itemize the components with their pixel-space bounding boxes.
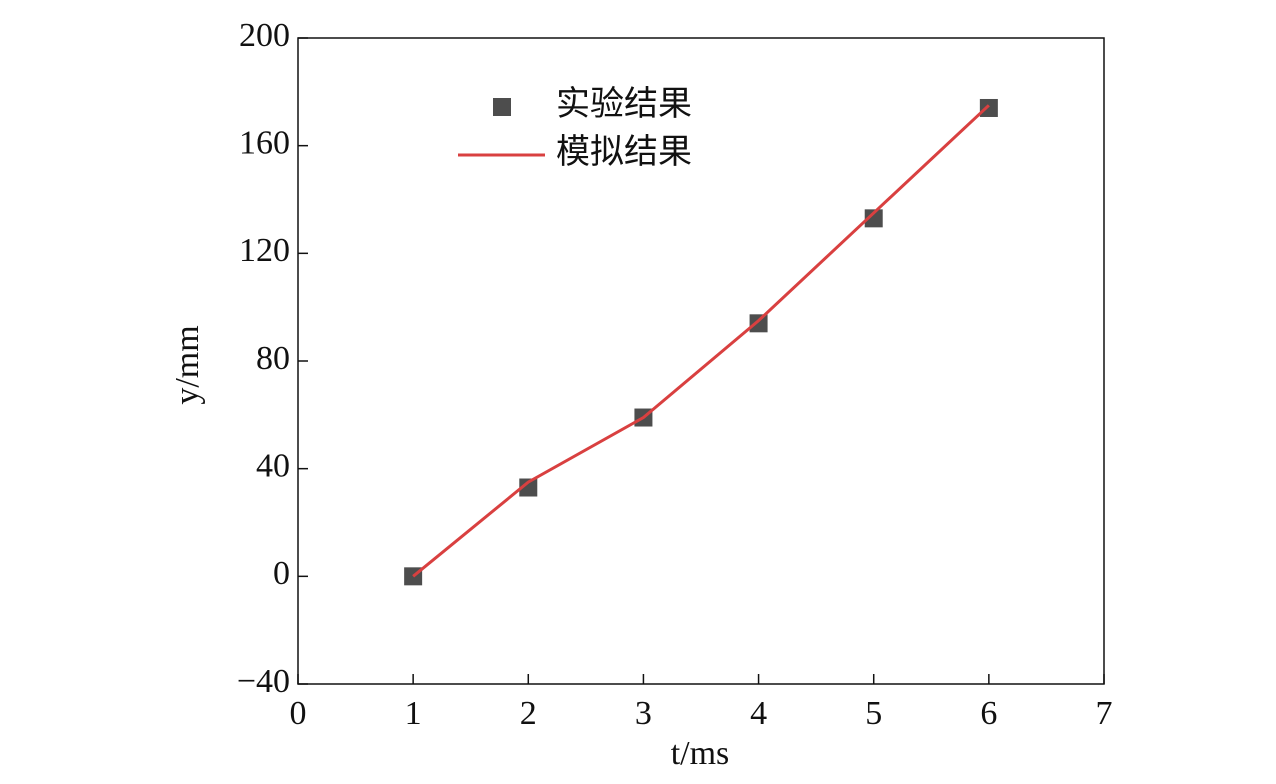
x-tick-label: 1 — [405, 695, 422, 732]
data-point — [864, 209, 883, 228]
data-line — [412, 104, 990, 578]
y-tick-label: 40 — [256, 447, 290, 484]
y-tick-label: 120 — [239, 232, 290, 269]
x-tick-label: 4 — [750, 695, 767, 732]
y-axis-label: y/mm — [169, 325, 206, 404]
data-point — [979, 98, 998, 117]
plot-frame — [297, 37, 1105, 685]
data-point — [519, 478, 538, 497]
legend-marker — [493, 98, 511, 116]
x-tick-label: 2 — [520, 695, 537, 732]
legend-label: 实验结果 — [556, 85, 692, 123]
data-point — [749, 314, 768, 333]
x-tick-label: 6 — [980, 695, 997, 732]
y-tick-label: 0 — [273, 555, 290, 592]
y-tick-label: 80 — [256, 340, 290, 377]
x-tick-label: 7 — [1096, 695, 1113, 732]
y-tick-label: 160 — [239, 124, 290, 161]
legend-label: 模拟结果 — [556, 133, 692, 171]
x-tick-label: 0 — [290, 695, 307, 732]
x-tick-label: 3 — [635, 695, 652, 732]
y-tick-label: −40 — [237, 663, 290, 700]
y-tick-label: 200 — [239, 17, 290, 54]
x-axis-label: t/ms — [671, 735, 730, 772]
x-tick-label: 5 — [865, 695, 882, 732]
